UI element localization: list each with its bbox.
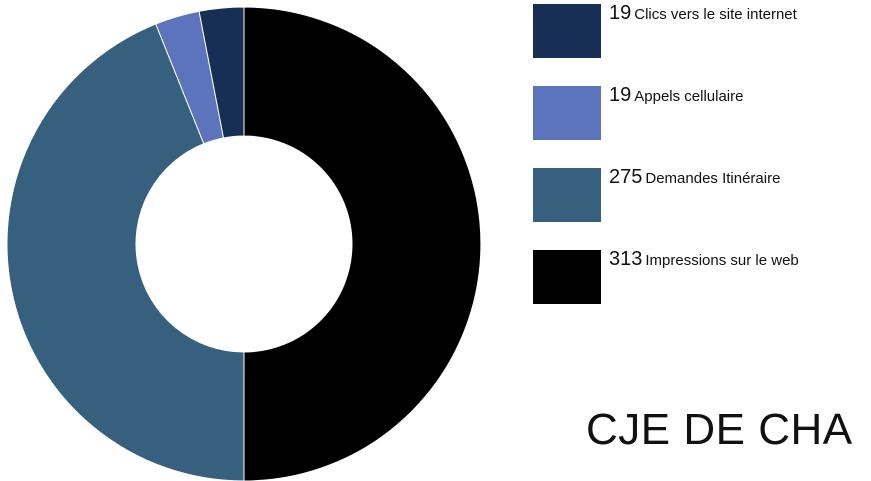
donut-chart [6, 6, 482, 481]
legend-value-clics: 19 [609, 2, 632, 24]
legend-swatch-impressions [533, 250, 601, 304]
legend-swatch-demandes [533, 168, 601, 222]
legend-value-impressions: 313 [609, 248, 643, 270]
legend-item-appels: 19 Appels cellulaire [533, 85, 871, 140]
legend-label-appels: Appels cellulaire [634, 88, 744, 105]
donut-slice-clics [198, 6, 245, 139]
legend-item-demandes: 275 Demandes Itinéraire [533, 167, 871, 222]
legend-value-appels: 19 [609, 84, 632, 106]
chart-title: CJE DE CHA [586, 405, 853, 454]
legend-text-demandes: 275 Demandes Itinéraire [609, 167, 780, 187]
legend-label-impressions: Impressions sur le web [645, 252, 799, 269]
legend-text-appels: 19 Appels cellulaire [609, 85, 743, 105]
donut-slice-impressions [243, 6, 482, 481]
legend-swatch-clics [533, 4, 601, 58]
legend-value-demandes: 275 [609, 166, 643, 188]
legend-item-impressions: 313 Impressions sur le web [533, 249, 871, 304]
legend-item-clics: 19 Clics vers le site internet [533, 3, 871, 58]
donut-slice-demandes [6, 23, 245, 481]
legend-text-clics: 19 Clics vers le site internet [609, 3, 797, 23]
legend-text-impressions: 313 Impressions sur le web [609, 249, 799, 269]
legend-label-demandes: Demandes Itinéraire [645, 170, 781, 187]
legend-swatch-appels [533, 86, 601, 140]
legend-label-clics: Clics vers le site internet [634, 6, 797, 23]
